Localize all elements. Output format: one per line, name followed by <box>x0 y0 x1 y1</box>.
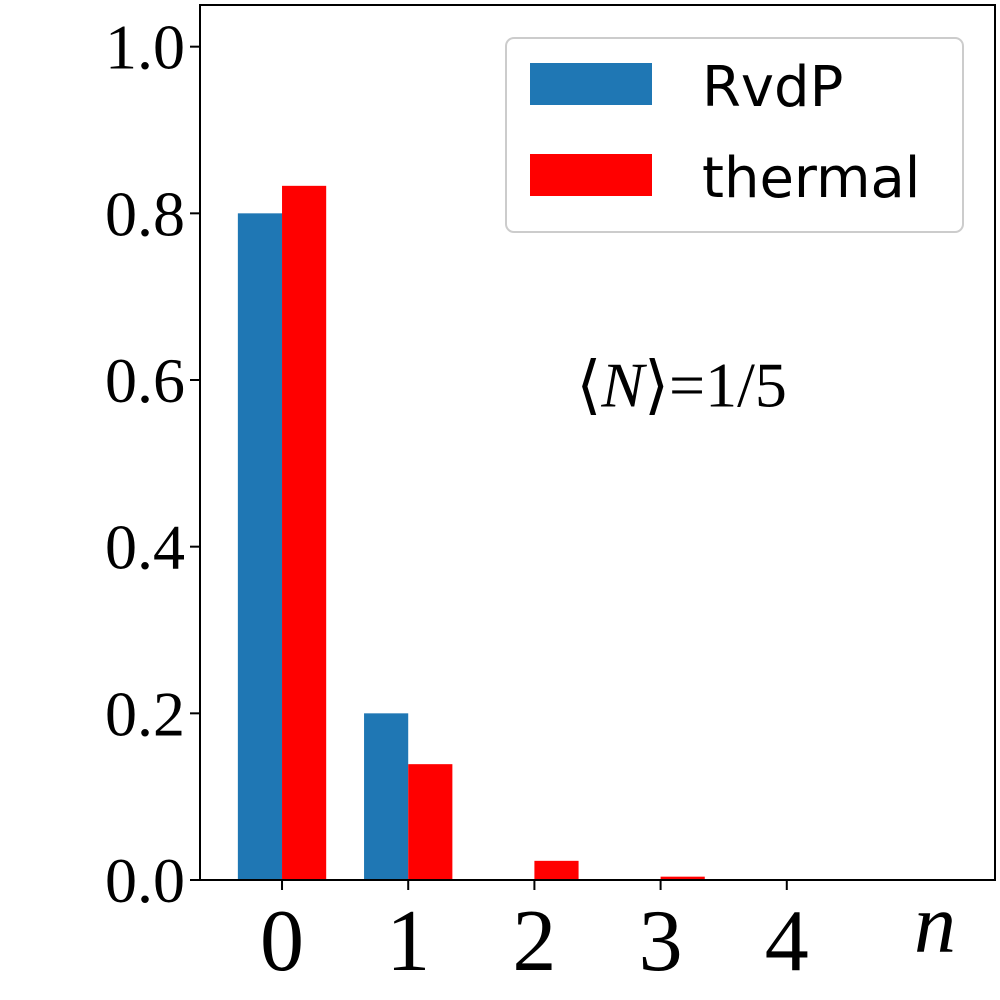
y-tick-label: 1.0 <box>105 12 185 83</box>
x-tick-label: 0 <box>260 893 304 990</box>
x-tick-label: 4 <box>765 893 809 990</box>
annotation-suffix: ⟩=1/5 <box>644 350 787 421</box>
y-tick-label: 0.6 <box>105 345 185 416</box>
x-axis-label: n <box>914 878 956 971</box>
x-tick-label: 3 <box>639 893 683 990</box>
legend: RvdP thermal <box>505 37 964 233</box>
y-tick-label: 0.2 <box>105 678 185 749</box>
bar-thermal-2 <box>534 860 579 880</box>
y-tick-label: 0.8 <box>105 178 185 249</box>
annotation-variable: N <box>600 350 647 421</box>
x-tick-label: 1 <box>386 893 430 990</box>
bar-thermal-0 <box>282 185 327 881</box>
legend-label-thermal: thermal <box>702 146 920 211</box>
legend-swatch-thermal <box>530 154 652 196</box>
x-tick-label: 2 <box>512 893 556 990</box>
legend-label-rvdp: RvdP <box>702 55 843 120</box>
bar-thermal-1 <box>408 764 453 880</box>
bar-thermal-3 <box>660 876 705 880</box>
y-tick-label: 0.0 <box>105 845 185 916</box>
annotation-prefix: ⟨ <box>576 350 601 421</box>
y-tick-label: 0.4 <box>105 512 185 583</box>
bar-rvdp-0 <box>237 213 283 881</box>
bars-group <box>237 185 831 881</box>
plot-frame <box>199 4 996 881</box>
legend-swatch-rvdp <box>530 63 652 105</box>
y-axis-ticks: 0.0 0.2 0.4 0.6 0.8 1.0 <box>105 12 200 916</box>
mean-occupation-annotation: ⟨N⟩=1/5 <box>576 350 787 421</box>
bar-rvdp-1 <box>364 713 409 880</box>
